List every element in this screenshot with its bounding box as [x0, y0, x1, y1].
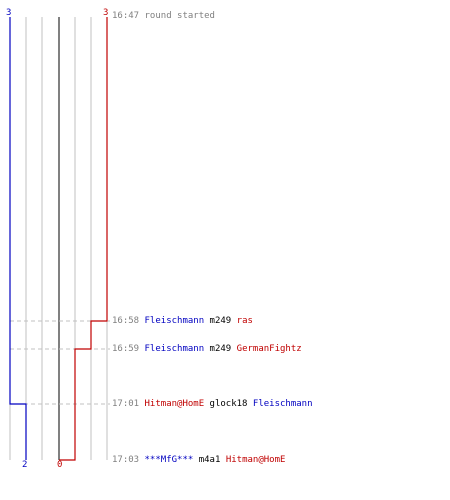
victim-name: GermanFightz — [236, 344, 302, 354]
event-kill: 17:03 ***MfG*** m4a1 Hitman@HomE — [112, 454, 285, 466]
event-time: 16:58 — [112, 316, 140, 326]
victim-name: Hitman@HomE — [225, 455, 286, 465]
blue-end-count: 2 — [22, 460, 28, 470]
killer-name: Fleischmann — [144, 344, 205, 354]
event-time: 17:03 — [112, 455, 140, 465]
red-start-count: 3 — [103, 8, 109, 18]
event-kill: 16:59 Fleischmann m249 GermanFightz — [112, 343, 302, 355]
event-time: 17:01 — [112, 399, 140, 409]
event-kill: 17:01 Hitman@HomE glock18 Fleischmann — [112, 398, 313, 410]
red-end-count: 0 — [57, 460, 63, 470]
event-time: 16:59 — [112, 344, 140, 354]
victim-name: Fleischmann — [252, 399, 313, 409]
red-team-line — [59, 17, 108, 461]
weapon-name: m249 — [209, 344, 232, 354]
event-kill: 16:58 Fleischmann m249 ras — [112, 315, 253, 327]
victim-name: ras — [236, 316, 253, 326]
event-text: round started — [144, 11, 215, 21]
killer-name: Hitman@HomE — [144, 399, 205, 409]
killer-name: ***MfG*** — [144, 455, 194, 465]
blue-team-line — [9, 17, 27, 460]
weapon-name: m249 — [209, 316, 232, 326]
killer-name: Fleischmann — [144, 316, 205, 326]
weapon-name: glock18 — [209, 399, 248, 409]
weapon-name: m4a1 — [198, 455, 221, 465]
blue-start-count: 3 — [6, 8, 12, 18]
event-round-start: 16:47 round started — [112, 10, 215, 22]
event-time: 16:47 — [112, 11, 140, 21]
